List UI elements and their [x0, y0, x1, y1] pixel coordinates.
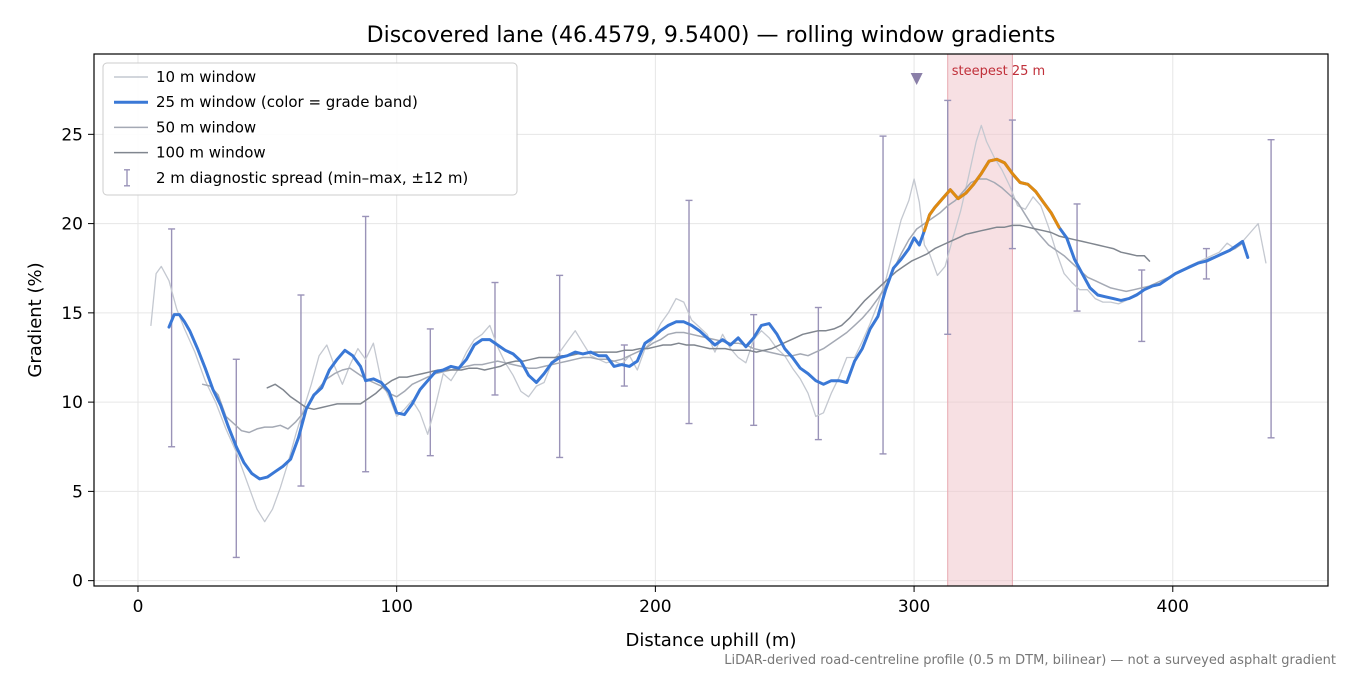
x-tick-label: 300 [898, 597, 930, 617]
series-25m-steep-segment [922, 157, 1061, 233]
plot-area: steepest 25 m 0 100 200 300 400 0 5 10 15 20 25 [61, 53, 1329, 617]
x-axis-label: Distance uphill (m) [626, 630, 797, 651]
x-tick-label: 100 [380, 597, 412, 617]
y-tick-label: 25 [61, 125, 83, 145]
x-tick-label: 400 [1157, 597, 1189, 617]
y-axis-label: Gradient (%) [25, 262, 46, 377]
series-10m-line [150, 124, 1267, 523]
chart-title: Discovered lane (46.4579, 9.5400) — roll… [367, 23, 1056, 48]
legend-label: 10 m window [156, 68, 256, 86]
y-tick-label: 15 [61, 304, 83, 324]
steepest-band [947, 53, 1013, 587]
legend-label: 100 m window [156, 144, 266, 162]
series-group [150, 99, 1275, 559]
legend: 10 m window 25 m window (color = grade ba… [102, 62, 518, 196]
footnote: LiDAR-derived road-centreline profile (0… [724, 653, 1336, 668]
plot-frame [93, 53, 1329, 587]
legend-label: 50 m window [156, 118, 256, 136]
y-tick-label: 20 [61, 215, 83, 235]
spread-bars [168, 99, 1275, 559]
series-25m-line [167, 157, 1250, 481]
y-tick-label: 10 [61, 393, 83, 413]
x-tick-label: 200 [639, 597, 671, 617]
series-100m-line [266, 224, 1151, 411]
steepest-band-label: steepest 25 m [952, 64, 1045, 79]
y-tick-label: 5 [72, 482, 83, 502]
legend-box [102, 62, 518, 196]
x-tick-label: 0 [133, 597, 144, 617]
legend-label: 2 m diagnostic spread (min–max, ±12 m) [156, 169, 468, 187]
peak-marker [910, 72, 923, 85]
y-tick-label: 0 [72, 572, 83, 592]
legend-label: 25 m window (color = grade band) [156, 93, 418, 111]
